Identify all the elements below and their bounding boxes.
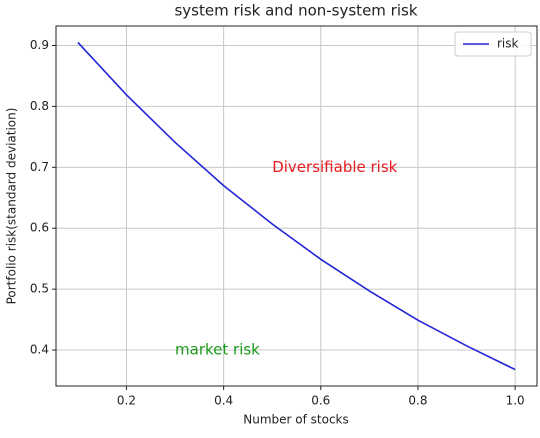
x-axis-label: Number of stocks xyxy=(243,413,349,427)
y-tick-label: 0.4 xyxy=(30,343,49,357)
chart-title: system risk and non-system risk xyxy=(174,2,417,20)
x-tick-label: 0.6 xyxy=(311,394,330,408)
annotation: Diversifiable risk xyxy=(272,158,397,176)
legend-label: risk xyxy=(497,37,519,51)
plot-frame xyxy=(55,25,538,387)
legend-box xyxy=(454,31,532,57)
annotation: market risk xyxy=(175,341,260,359)
x-tick-label: 0.8 xyxy=(408,394,427,408)
x-tick-label: 1.0 xyxy=(506,394,525,408)
y-tick-label: 0.5 xyxy=(30,282,49,296)
x-tick-label: 0.4 xyxy=(214,394,233,408)
line-series xyxy=(77,41,516,371)
y-tick-label: 0.8 xyxy=(30,99,49,113)
x-tick-label: 0.2 xyxy=(117,394,136,408)
y-tick-label: 0.7 xyxy=(30,160,49,174)
y-axis-label: Portfolio risk(standard deviation) xyxy=(5,108,19,305)
y-tick-label: 0.9 xyxy=(30,38,49,52)
y-tick-label: 0.6 xyxy=(30,221,49,235)
